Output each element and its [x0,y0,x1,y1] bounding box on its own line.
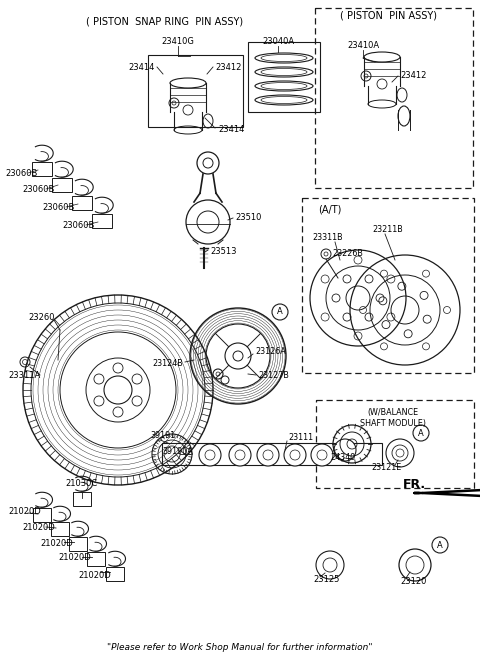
Text: (A/T): (A/T) [318,205,341,215]
Text: 23226B: 23226B [332,249,363,258]
Text: 21020D: 21020D [40,539,73,548]
Text: A: A [437,541,443,550]
Ellipse shape [255,67,313,77]
Ellipse shape [261,96,307,104]
Text: 21020D: 21020D [8,508,41,516]
Ellipse shape [203,114,213,128]
Bar [248,42,320,112]
Circle shape [311,444,333,466]
Bar [106,567,124,581]
Circle shape [432,537,448,553]
Text: 23412: 23412 [215,62,241,72]
Ellipse shape [261,83,307,89]
Text: 23111: 23111 [288,434,313,443]
Text: 23040A: 23040A [262,37,294,47]
Ellipse shape [398,106,410,126]
Text: 23211B: 23211B [372,226,403,234]
Bar [302,198,474,373]
Circle shape [334,439,356,461]
Bar [33,508,51,522]
Bar [52,178,72,192]
Text: 23412: 23412 [400,72,426,81]
Bar [316,400,474,488]
Bar [73,492,91,506]
Text: 39191: 39191 [150,432,175,440]
Text: 39190A: 39190A [162,447,193,457]
Bar [51,522,69,535]
Ellipse shape [368,100,396,108]
Text: 23127B: 23127B [258,371,289,380]
Text: 23260: 23260 [28,314,55,323]
Text: 23060B: 23060B [5,169,37,178]
Ellipse shape [255,81,313,91]
Text: 21020D: 21020D [78,571,111,579]
Text: 23120: 23120 [400,577,426,586]
Ellipse shape [255,53,313,63]
Text: 23060B: 23060B [42,203,74,211]
Text: 24340: 24340 [330,453,355,462]
Text: 23414: 23414 [129,62,155,72]
Text: 23060B: 23060B [62,220,95,230]
Text: 23311A: 23311A [8,371,40,380]
Circle shape [199,444,221,466]
Text: 23126A: 23126A [255,348,286,356]
Bar [315,8,473,188]
Ellipse shape [364,52,400,62]
Text: 23121E: 23121E [372,464,402,472]
Text: 23124B: 23124B [152,359,183,369]
Text: 21020D: 21020D [58,554,91,562]
Text: 23060B: 23060B [22,184,54,194]
Text: ( PISTON  SNAP RING  PIN ASSY): ( PISTON SNAP RING PIN ASSY) [86,17,243,27]
Text: 23410A: 23410A [347,41,379,51]
Bar [148,55,243,127]
Text: A: A [418,428,424,438]
Circle shape [413,425,429,441]
Bar [72,196,92,211]
Text: 21020D: 21020D [22,522,55,531]
Ellipse shape [397,88,407,102]
Ellipse shape [261,54,307,62]
Bar [162,443,382,465]
Circle shape [272,304,288,320]
Text: "Please refer to Work Shop Manual for further information": "Please refer to Work Shop Manual for fu… [107,644,373,653]
Text: 23414: 23414 [218,125,244,134]
Ellipse shape [255,95,313,105]
Circle shape [229,444,251,466]
Text: (W/BALANCE
SHAFT MODULE): (W/BALANCE SHAFT MODULE) [360,408,426,428]
Text: 23410G: 23410G [162,37,194,47]
Text: FR.: FR. [403,478,426,491]
Text: A: A [277,308,283,316]
Ellipse shape [174,126,202,134]
Ellipse shape [170,78,206,88]
Ellipse shape [261,68,307,75]
Circle shape [284,444,306,466]
Bar [92,214,111,228]
Bar [32,162,51,176]
Text: ( PISTON  PIN ASSY): ( PISTON PIN ASSY) [339,10,436,20]
Text: 21030C: 21030C [66,479,98,488]
Text: 23510: 23510 [235,213,262,222]
Text: 23513: 23513 [210,247,237,256]
Text: 23125: 23125 [313,575,339,584]
Bar [87,552,105,565]
Bar [69,537,87,550]
Circle shape [257,444,279,466]
Text: 23311B: 23311B [312,234,343,243]
